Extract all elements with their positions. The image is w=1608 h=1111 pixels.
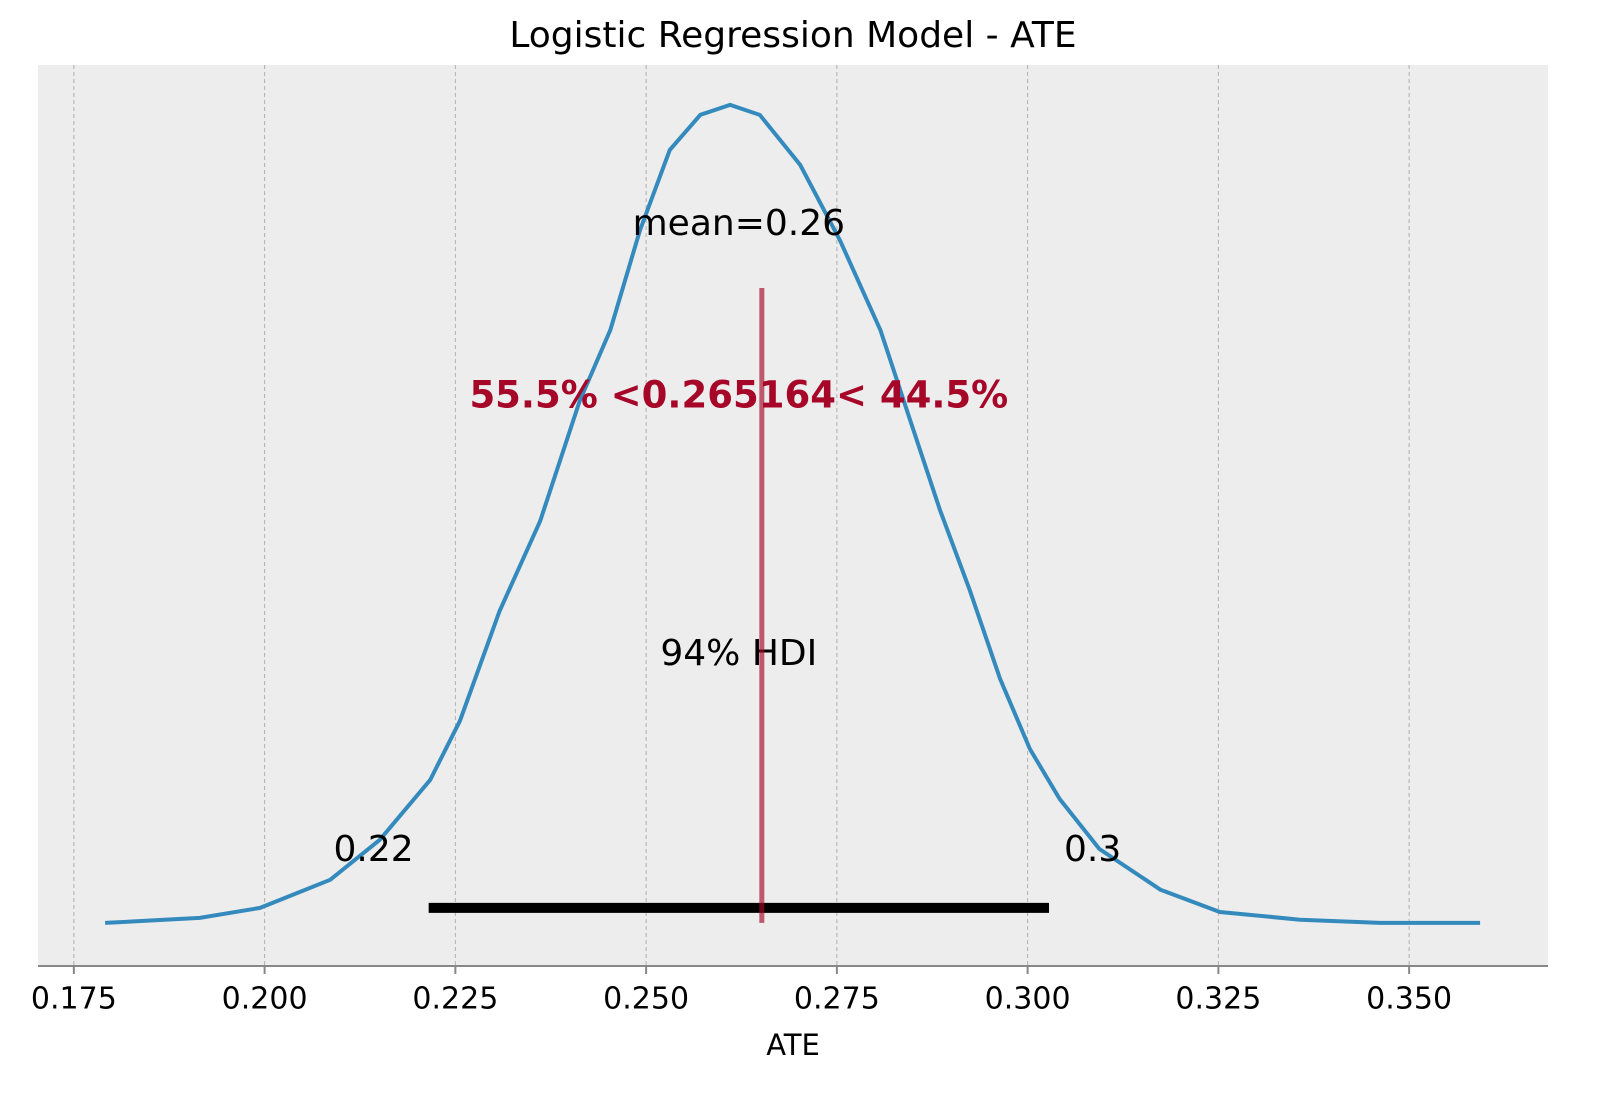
x-tick-label: 0.300 xyxy=(985,982,1071,1017)
x-tick-label: 0.350 xyxy=(1366,982,1452,1017)
density-curve xyxy=(104,102,1481,925)
x-tick-label: 0.275 xyxy=(794,982,880,1017)
x-axis-label: ATE xyxy=(766,1028,820,1062)
hdi-lower-label: 0.22 xyxy=(334,829,414,870)
x-tick-label: 0.175 xyxy=(31,982,117,1017)
x-tick-label: 0.250 xyxy=(603,982,689,1017)
x-tick-label: 0.200 xyxy=(222,982,308,1017)
x-tick-label: 0.325 xyxy=(1175,982,1261,1017)
ref-label: 55.5% <0.265164< 44.5% xyxy=(469,374,1008,417)
plot-area xyxy=(38,65,1548,966)
hdi-prob-label: 94% HDI xyxy=(660,633,817,674)
x-tick-label: 0.225 xyxy=(412,982,498,1017)
hdi-upper-label: 0.3 xyxy=(1064,829,1121,870)
mean-label: mean=0.26 xyxy=(633,203,845,244)
chart-title: Logistic Regression Model - ATE xyxy=(509,15,1076,56)
